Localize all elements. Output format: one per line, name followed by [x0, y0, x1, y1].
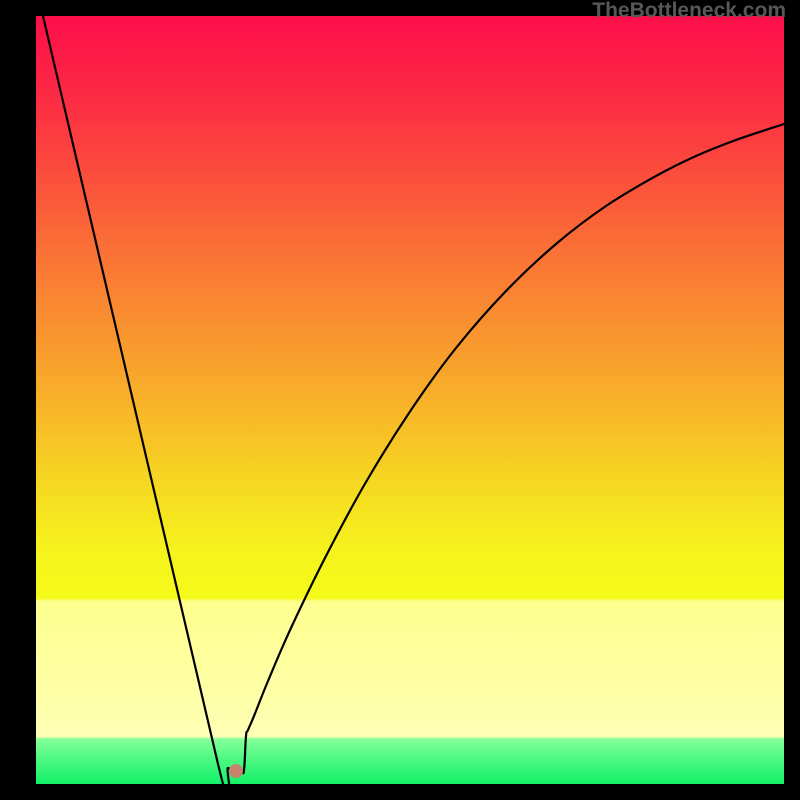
curve-svg [0, 0, 800, 800]
chart-container: TheBottleneck.com [0, 0, 800, 800]
curve-minimum-marker [229, 764, 243, 778]
bottleneck-curve [43, 16, 784, 800]
